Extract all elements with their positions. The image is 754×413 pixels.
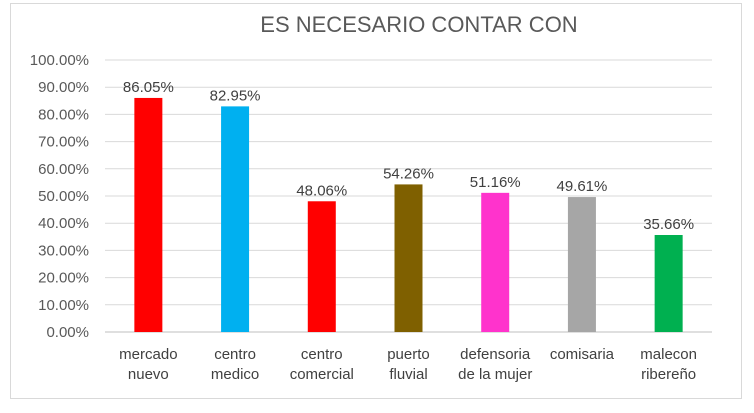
x-tick-label: comercial bbox=[290, 366, 354, 383]
data-label: 35.66% bbox=[643, 216, 694, 233]
bar bbox=[481, 192, 510, 332]
x-tick-label: medico bbox=[211, 366, 259, 383]
data-label: 49.61% bbox=[556, 178, 607, 195]
x-tick-label: fluvial bbox=[389, 366, 427, 383]
bar bbox=[394, 184, 423, 332]
y-tick-label: 80.00% bbox=[38, 106, 89, 123]
bar bbox=[567, 197, 596, 332]
y-tick-label: 20.00% bbox=[38, 270, 89, 287]
y-tick-label: 60.00% bbox=[38, 161, 89, 178]
chart-frame bbox=[10, 3, 742, 399]
data-label: 48.06% bbox=[296, 182, 347, 199]
y-tick-label: 10.00% bbox=[38, 297, 89, 314]
x-tick-label: defensoria bbox=[460, 346, 531, 363]
x-tick-label: mercado bbox=[119, 346, 177, 363]
x-tick-label: centro bbox=[301, 346, 343, 363]
bar bbox=[221, 106, 250, 332]
chart-title: ES NECESARIO CONTAR CON bbox=[260, 12, 577, 37]
y-tick-label: 70.00% bbox=[38, 134, 89, 151]
y-tick-label: 30.00% bbox=[38, 242, 89, 259]
data-label: 51.16% bbox=[470, 174, 521, 191]
x-tick-label: de la mujer bbox=[458, 366, 532, 383]
bar bbox=[134, 97, 163, 332]
data-label: 54.26% bbox=[383, 165, 434, 182]
x-tick-label: puerto bbox=[387, 346, 430, 363]
y-tick-label: 0.00% bbox=[46, 324, 89, 341]
y-tick-label: 100.00% bbox=[30, 52, 89, 69]
data-label: 86.05% bbox=[123, 79, 174, 96]
y-tick-label: 50.00% bbox=[38, 188, 89, 205]
x-tick-label: nuevo bbox=[128, 366, 169, 383]
x-tick-label: comisaria bbox=[550, 346, 615, 363]
x-tick-label: centro bbox=[214, 346, 256, 363]
x-tick-label: malecon bbox=[640, 346, 697, 363]
data-label: 82.95% bbox=[210, 87, 261, 104]
y-tick-label: 90.00% bbox=[38, 79, 89, 96]
x-tick-label: ribereño bbox=[641, 366, 696, 383]
bar bbox=[654, 235, 683, 332]
bar bbox=[307, 201, 336, 332]
y-tick-label: 40.00% bbox=[38, 215, 89, 232]
